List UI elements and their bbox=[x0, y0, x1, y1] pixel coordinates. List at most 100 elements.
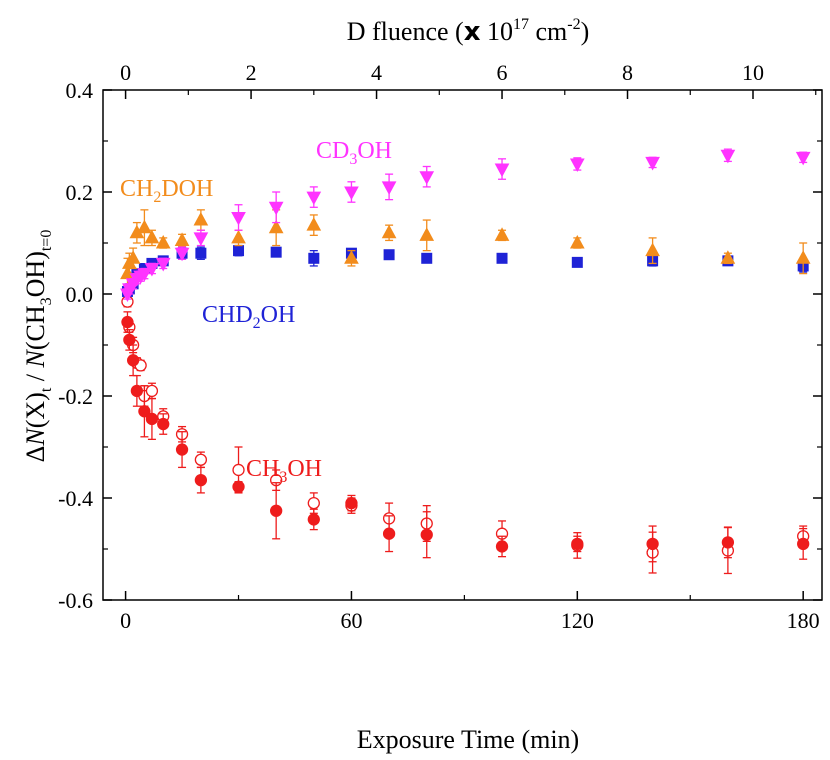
data-point bbox=[494, 227, 510, 241]
series-ch3oh-open- bbox=[121, 295, 810, 575]
data-point bbox=[382, 527, 396, 540]
data-point bbox=[307, 513, 320, 526]
label-ch3oh: CH3OH bbox=[246, 456, 322, 486]
data-point bbox=[345, 496, 358, 510]
data-point bbox=[231, 229, 246, 244]
data-point bbox=[195, 247, 207, 259]
y-axis-title-oh: OH) bbox=[21, 251, 50, 297]
data-point bbox=[174, 247, 190, 262]
data-point bbox=[174, 232, 190, 246]
data-point bbox=[138, 405, 151, 418]
data-point bbox=[231, 212, 246, 226]
data-point bbox=[268, 219, 284, 234]
data-point bbox=[720, 149, 736, 164]
top-tick-label: 4 bbox=[371, 60, 382, 85]
top-axis-title: D fluence (x 1017 cm-2) bbox=[347, 16, 589, 47]
data-point bbox=[646, 537, 659, 551]
data-point bbox=[381, 181, 397, 195]
label-cd3oh-a: CD bbox=[316, 138, 349, 164]
label-chd2oh: CHD2OH bbox=[202, 302, 295, 332]
y-tick-label: 0.4 bbox=[66, 78, 94, 103]
data-point bbox=[232, 480, 245, 493]
data-point bbox=[306, 217, 322, 231]
label-ch3oh-b: OH bbox=[287, 456, 322, 482]
ticks-layer: 0 60 120 180 -0.6 -0.4 -0.2 0.0 0.2 0.4 0 2 4 6 8 10 bbox=[58, 60, 822, 633]
y-tick-label: -0.2 bbox=[58, 384, 93, 409]
data-point bbox=[155, 234, 171, 249]
y-tick-label: -0.4 bbox=[58, 486, 93, 511]
data-point bbox=[123, 333, 136, 347]
label-ch2doh-a: CH bbox=[120, 176, 153, 202]
top-axis-title-cm: cm bbox=[529, 17, 567, 46]
series-ch3oh bbox=[121, 311, 810, 563]
data-point bbox=[720, 250, 736, 264]
data-point bbox=[721, 536, 735, 549]
label-chd2oh-b: OH bbox=[261, 302, 296, 328]
top-tick-label: 2 bbox=[246, 60, 257, 85]
label-ch3oh-sub: 3 bbox=[279, 469, 287, 486]
top-axis-title-suffix: ) bbox=[581, 17, 590, 46]
data-point bbox=[193, 212, 209, 226]
data-point bbox=[344, 186, 359, 201]
data-point bbox=[270, 246, 282, 258]
data-point bbox=[175, 443, 189, 456]
data-point bbox=[121, 315, 134, 329]
series-chd2oh bbox=[121, 244, 809, 298]
data-point bbox=[145, 384, 159, 398]
data-point bbox=[795, 151, 811, 166]
data-point bbox=[194, 473, 208, 487]
data-point bbox=[795, 250, 811, 264]
data-point bbox=[193, 232, 209, 246]
data-point bbox=[130, 384, 144, 398]
label-ch3oh-a: CH bbox=[246, 456, 279, 482]
top-tick-label: 8 bbox=[622, 60, 633, 85]
data-point bbox=[125, 250, 141, 264]
data-point bbox=[145, 412, 159, 426]
plot-frame-layer bbox=[102, 89, 823, 601]
y-axis-title-sub-t0: t=0 bbox=[38, 230, 55, 251]
data-point bbox=[137, 219, 152, 234]
data-point bbox=[569, 234, 585, 249]
y-axis-title-sub-3: 3 bbox=[38, 297, 55, 305]
y-axis-title-delta: Δ bbox=[21, 446, 50, 463]
y-axis-title-sub-t: t bbox=[38, 387, 55, 392]
data-point bbox=[155, 257, 171, 272]
y-tick-label: 0.2 bbox=[66, 180, 94, 205]
top-tick-label: 0 bbox=[120, 60, 131, 85]
top-axis-title-prefix: D fluence ( bbox=[347, 17, 464, 46]
data-point bbox=[420, 528, 433, 541]
data-point bbox=[571, 537, 584, 551]
y-axis-title-n2: N bbox=[21, 348, 50, 368]
y-axis-title: ΔN(X)t / N(CH3OH)t=0 bbox=[21, 230, 55, 463]
label-ch2doh-sub: 2 bbox=[153, 189, 161, 206]
series-ch2doh bbox=[120, 209, 811, 290]
x-tick-label: 60 bbox=[340, 608, 362, 633]
y-tick-label: 0.0 bbox=[66, 282, 94, 307]
data-point bbox=[232, 463, 245, 477]
data-point bbox=[233, 245, 245, 257]
data-point bbox=[495, 540, 509, 553]
data-point bbox=[494, 163, 510, 178]
data-point bbox=[419, 171, 435, 185]
data-point bbox=[344, 250, 359, 264]
y-tick-label: -0.6 bbox=[58, 588, 93, 613]
top-axis-title-unit: 10 bbox=[480, 17, 513, 46]
data-point bbox=[137, 268, 152, 282]
data-point bbox=[126, 354, 140, 367]
x-tick-label: 180 bbox=[787, 608, 820, 633]
data-point bbox=[645, 156, 660, 171]
top-tick-label: 6 bbox=[497, 60, 508, 85]
top-axis-title-mult: x bbox=[464, 17, 481, 47]
x-tick-label: 120 bbox=[561, 608, 594, 633]
data-point bbox=[421, 252, 433, 264]
label-chd2oh-a: CHD bbox=[202, 302, 253, 328]
data-point bbox=[306, 191, 322, 206]
label-cd3oh-b: OH bbox=[357, 138, 392, 164]
data-point bbox=[645, 242, 660, 257]
data-point bbox=[144, 263, 160, 277]
x-tick-label: 0 bbox=[120, 608, 131, 633]
data-point bbox=[308, 252, 320, 264]
top-axis-title-exp: 17 bbox=[513, 16, 529, 33]
data-point bbox=[194, 453, 208, 466]
series-cd3oh bbox=[120, 148, 811, 303]
